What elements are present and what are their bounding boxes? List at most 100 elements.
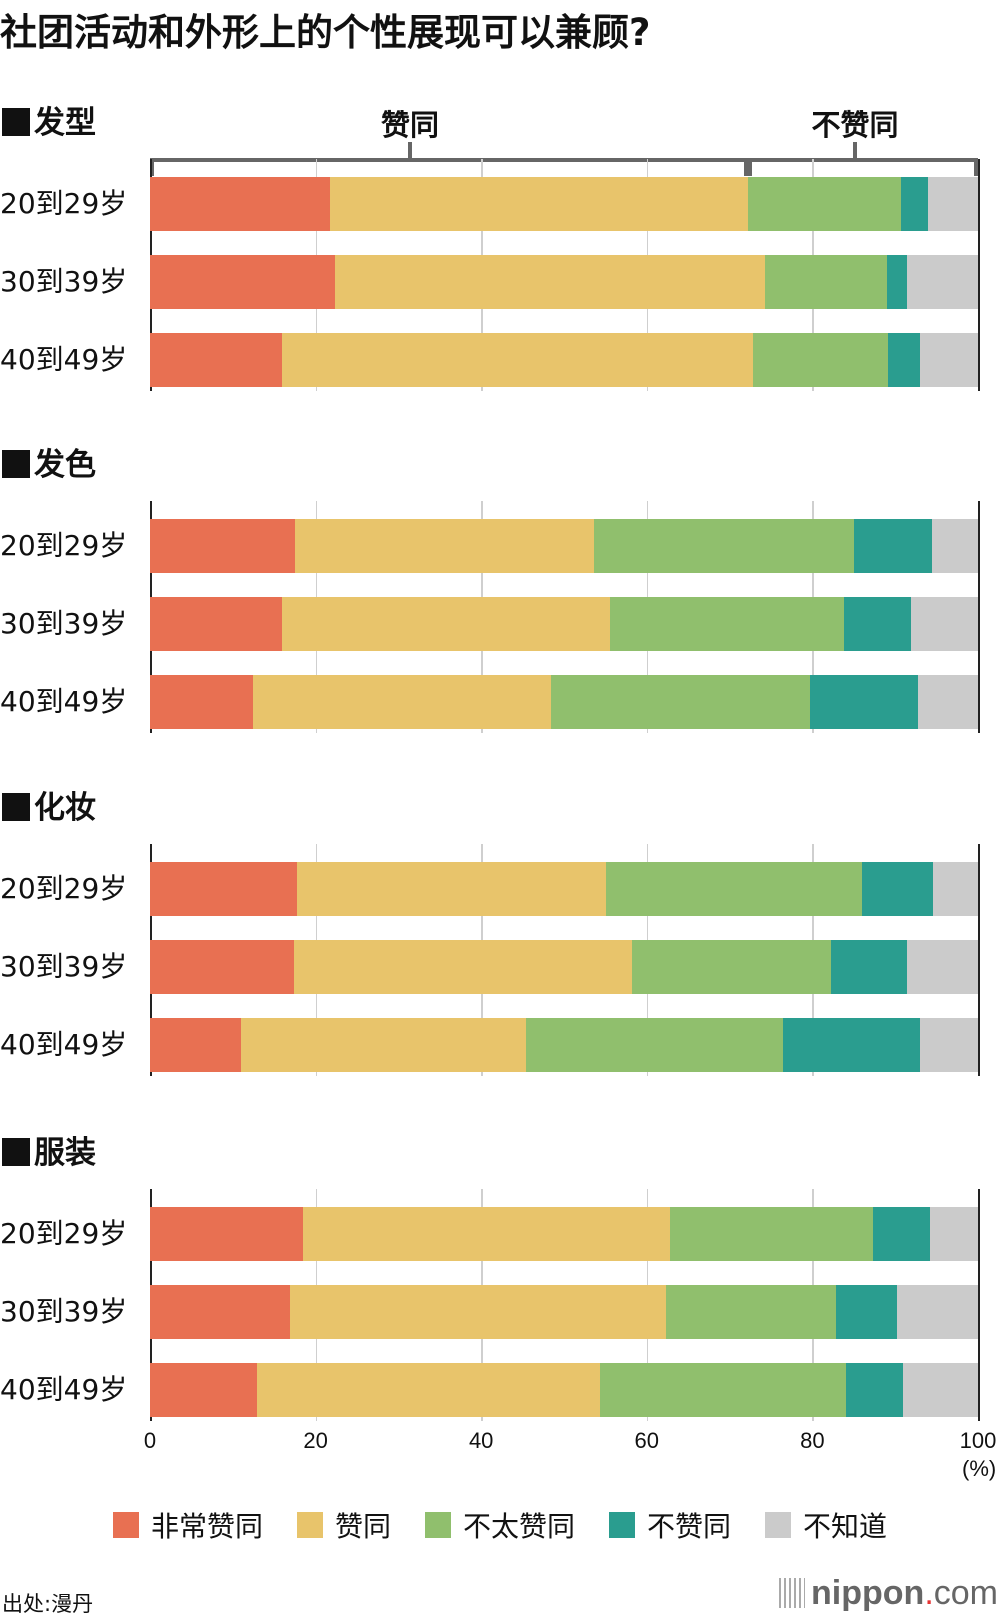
panel-1: 发色 20到29岁 30到39岁 40到49岁 bbox=[0, 445, 1000, 790]
square-bullet-icon bbox=[2, 1138, 30, 1166]
bar-segment-dont-know bbox=[929, 1207, 978, 1261]
agree-disagree-bracket bbox=[150, 142, 980, 178]
panel-heading: 发型 bbox=[2, 103, 96, 143]
panel-heading-text: 服装 bbox=[34, 1135, 96, 1171]
bar-segment-dont-know bbox=[928, 177, 978, 231]
bar-segment-strongly-agree bbox=[150, 177, 330, 231]
row-label: 20到29岁 bbox=[0, 529, 128, 562]
panel-heading: 发色 bbox=[2, 445, 96, 485]
bar-segment-somewhat-disagree bbox=[765, 255, 887, 309]
row-label: 20到29岁 bbox=[0, 872, 128, 905]
bar-segment-disagree bbox=[843, 597, 911, 651]
bar-segment-agree bbox=[303, 1207, 670, 1261]
bar-segment-strongly-agree bbox=[150, 862, 297, 916]
bar-segment-disagree bbox=[809, 675, 919, 729]
bar-segment-strongly-agree bbox=[150, 1207, 304, 1261]
bar-segment-somewhat-disagree bbox=[665, 1285, 836, 1339]
right-axis-line bbox=[978, 501, 980, 733]
legend-swatch-icon bbox=[296, 1512, 323, 1538]
agree-bracket bbox=[150, 142, 748, 176]
stacked-bar bbox=[150, 1285, 978, 1339]
bar-segment-agree bbox=[252, 675, 551, 729]
x-tick-label: 0 bbox=[143, 1428, 157, 1453]
bar-segment-somewhat-disagree bbox=[747, 177, 901, 231]
legend-swatch-icon bbox=[424, 1512, 451, 1538]
row-label: 30到39岁 bbox=[0, 950, 128, 983]
stacked-bar bbox=[150, 177, 978, 231]
bar-segment-agree bbox=[256, 1363, 601, 1417]
stacked-bar bbox=[150, 1018, 978, 1072]
panel-heading: 服装 bbox=[2, 1133, 96, 1173]
logo-brand: nippon bbox=[811, 1574, 925, 1612]
bar-segment-disagree bbox=[831, 940, 907, 994]
bar-segment-strongly-agree bbox=[150, 255, 335, 309]
panel-0: 发型 20到29岁 30到39岁 40到49岁 bbox=[0, 103, 1000, 448]
bar-segment-agree bbox=[294, 519, 594, 573]
stacked-bar bbox=[150, 862, 978, 916]
bar-segment-disagree bbox=[887, 333, 920, 387]
right-axis-line bbox=[978, 1189, 980, 1421]
bar-segment-strongly-agree bbox=[150, 597, 282, 651]
plot-area bbox=[150, 1189, 980, 1421]
panel-3: 服装 20到29岁 30到39岁 40到49岁 bbox=[0, 1133, 1000, 1478]
x-tick-label: 40 bbox=[468, 1428, 494, 1453]
legend-label: 非常赞同 bbox=[150, 1510, 263, 1543]
bar-segment-dont-know bbox=[896, 1285, 978, 1339]
logo-tld: com bbox=[933, 1574, 998, 1612]
bar-segment-strongly-agree bbox=[150, 940, 295, 994]
legend-swatch-icon bbox=[609, 1512, 635, 1538]
bar-segment-somewhat-disagree bbox=[606, 862, 863, 916]
legend-item: 不赞同 bbox=[609, 1505, 731, 1545]
bar-segment-dont-know bbox=[906, 255, 978, 309]
bar-segment-dont-know bbox=[931, 519, 978, 573]
row-label: 30到39岁 bbox=[0, 607, 128, 640]
square-bullet-icon bbox=[2, 450, 30, 478]
bar-segment-somewhat-disagree bbox=[600, 1363, 847, 1417]
stacked-bar bbox=[150, 675, 978, 729]
bar-segment-somewhat-disagree bbox=[669, 1207, 873, 1261]
bar-segment-somewhat-disagree bbox=[610, 597, 844, 651]
bar-segment-disagree bbox=[872, 1207, 930, 1261]
agree-bracket-label: 赞同 bbox=[380, 108, 440, 142]
square-bullet-icon bbox=[2, 108, 30, 136]
row-label: 40到49岁 bbox=[0, 1373, 128, 1406]
bar-segment-strongly-agree bbox=[150, 1285, 290, 1339]
bar-segment-dont-know bbox=[933, 862, 978, 916]
bar-segment-somewhat-disagree bbox=[550, 675, 810, 729]
bar-segment-strongly-agree bbox=[150, 1018, 242, 1072]
row-label: 30到39岁 bbox=[0, 1295, 128, 1328]
stacked-bar bbox=[150, 1207, 978, 1261]
x-axis-unit: (%) bbox=[962, 1456, 997, 1481]
bar-segment-agree bbox=[294, 940, 632, 994]
legend-swatch-icon bbox=[112, 1512, 139, 1538]
bar-segment-disagree bbox=[886, 255, 907, 309]
stacked-bar bbox=[150, 1363, 978, 1417]
bar-segment-disagree bbox=[846, 1363, 903, 1417]
bar-segment-somewhat-disagree bbox=[525, 1018, 783, 1072]
panel-heading-text: 发型 bbox=[34, 105, 96, 141]
stacked-bar bbox=[150, 255, 978, 309]
square-bullet-icon bbox=[2, 793, 30, 821]
bar-segment-dont-know bbox=[910, 597, 978, 651]
legend-item: 不太赞同 bbox=[424, 1505, 575, 1545]
bar-segment-strongly-agree bbox=[150, 333, 282, 387]
logo-dot: . bbox=[924, 1574, 934, 1612]
panel-heading-text: 化妆 bbox=[34, 790, 96, 826]
bar-segment-disagree bbox=[835, 1285, 897, 1339]
legend-label: 不知道 bbox=[803, 1510, 888, 1543]
legend: 非常赞同 赞同 不太赞同 不赞同 不知道 bbox=[0, 1505, 1000, 1545]
bar-segment-agree bbox=[281, 597, 611, 651]
bar-segment-somewhat-disagree bbox=[593, 519, 854, 573]
bar-segment-dont-know bbox=[918, 675, 978, 729]
source-note: 出处:漫丹 bbox=[2, 1592, 94, 1616]
legend-label: 赞同 bbox=[334, 1510, 391, 1543]
panel-2: 化妆 20到29岁 30到39岁 40到49岁 bbox=[0, 788, 1000, 1133]
bar-segment-disagree bbox=[853, 519, 932, 573]
bar-segment-strongly-agree bbox=[150, 1363, 257, 1417]
legend-item: 赞同 bbox=[296, 1505, 391, 1545]
legend-item: 非常赞同 bbox=[112, 1505, 263, 1545]
row-label: 30到39岁 bbox=[0, 265, 128, 298]
x-tick-label: 100 bbox=[959, 1428, 997, 1453]
bar-segment-strongly-agree bbox=[150, 519, 295, 573]
bar-segment-dont-know bbox=[902, 1363, 978, 1417]
